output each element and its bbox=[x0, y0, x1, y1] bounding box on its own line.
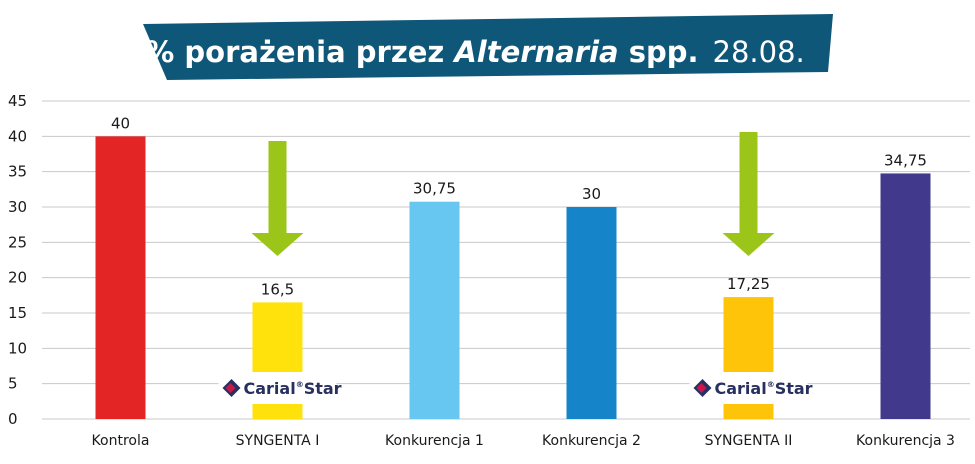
data-labels: 40 16,5 30,75 30 17,25 34,75 bbox=[111, 114, 927, 298]
data-label: 17,25 bbox=[727, 275, 770, 293]
title-banner: % porażenia przez Alternaria spp. 28.08. bbox=[143, 14, 833, 80]
annotations: Carial®Star Carial®Star bbox=[218, 132, 813, 404]
title-suffix: spp. bbox=[619, 35, 699, 69]
data-label: 16,5 bbox=[261, 280, 294, 298]
y-tick-label: 40 bbox=[8, 127, 27, 145]
down-arrow-icon bbox=[722, 132, 775, 256]
data-label: 30,75 bbox=[413, 180, 456, 198]
y-tick-label: 15 bbox=[8, 304, 27, 322]
x-tick-label: Kontrola bbox=[92, 433, 150, 449]
down-arrow-icon bbox=[251, 141, 304, 256]
x-tick-label: Konkurencja 2 bbox=[542, 433, 641, 449]
y-tick-label: 20 bbox=[8, 269, 27, 287]
carial-star-logo-icon bbox=[693, 379, 712, 397]
annotation-2: Carial®Star bbox=[689, 132, 813, 404]
title-banner-shape bbox=[143, 14, 833, 80]
title-italic: Alternaria bbox=[452, 35, 618, 69]
annotation-1: Carial®Star bbox=[218, 141, 342, 404]
bar-3 bbox=[409, 201, 460, 419]
bars bbox=[95, 136, 931, 420]
x-tick-label: SYNGENTA I bbox=[236, 433, 320, 449]
x-tick-label: Konkurencja 1 bbox=[385, 433, 484, 449]
logo-diamond-inner bbox=[225, 383, 236, 393]
logo-text: Carial®Star bbox=[715, 379, 813, 398]
chart-title: % porażenia przez Alternaria spp. 28.08. bbox=[145, 35, 805, 69]
data-label: 40 bbox=[111, 114, 130, 132]
carial-star-logo-icon bbox=[222, 379, 241, 397]
x-axis: Kontrola SYNGENTA I Konkurencja 1 Konkurenc… bbox=[92, 433, 955, 449]
bar-6 bbox=[880, 173, 931, 419]
y-tick-label: 10 bbox=[8, 339, 27, 357]
y-tick-label: 35 bbox=[8, 163, 27, 181]
y-tick-label: 25 bbox=[8, 233, 27, 251]
data-label: 30 bbox=[582, 185, 601, 203]
x-tick-label: SYNGENTA II bbox=[705, 433, 793, 449]
bar-4 bbox=[566, 207, 617, 419]
data-label: 34,75 bbox=[884, 151, 927, 169]
y-tick-label: 0 bbox=[8, 410, 18, 428]
x-tick-label: Konkurencja 3 bbox=[856, 433, 955, 449]
bar-1 bbox=[95, 136, 146, 420]
title-prefix: % porażenia przez bbox=[145, 35, 454, 69]
title-date: 28.08. bbox=[713, 35, 805, 69]
logo-diamond-inner bbox=[696, 383, 707, 393]
y-tick-label: 5 bbox=[8, 375, 18, 393]
y-axis: 0 5 10 15 20 25 30 35 40 45 bbox=[8, 92, 27, 428]
grid-layer bbox=[42, 100, 970, 420]
y-tick-label: 45 bbox=[8, 92, 27, 110]
logo-text: Carial®Star bbox=[244, 379, 342, 398]
y-tick-label: 30 bbox=[8, 198, 27, 216]
